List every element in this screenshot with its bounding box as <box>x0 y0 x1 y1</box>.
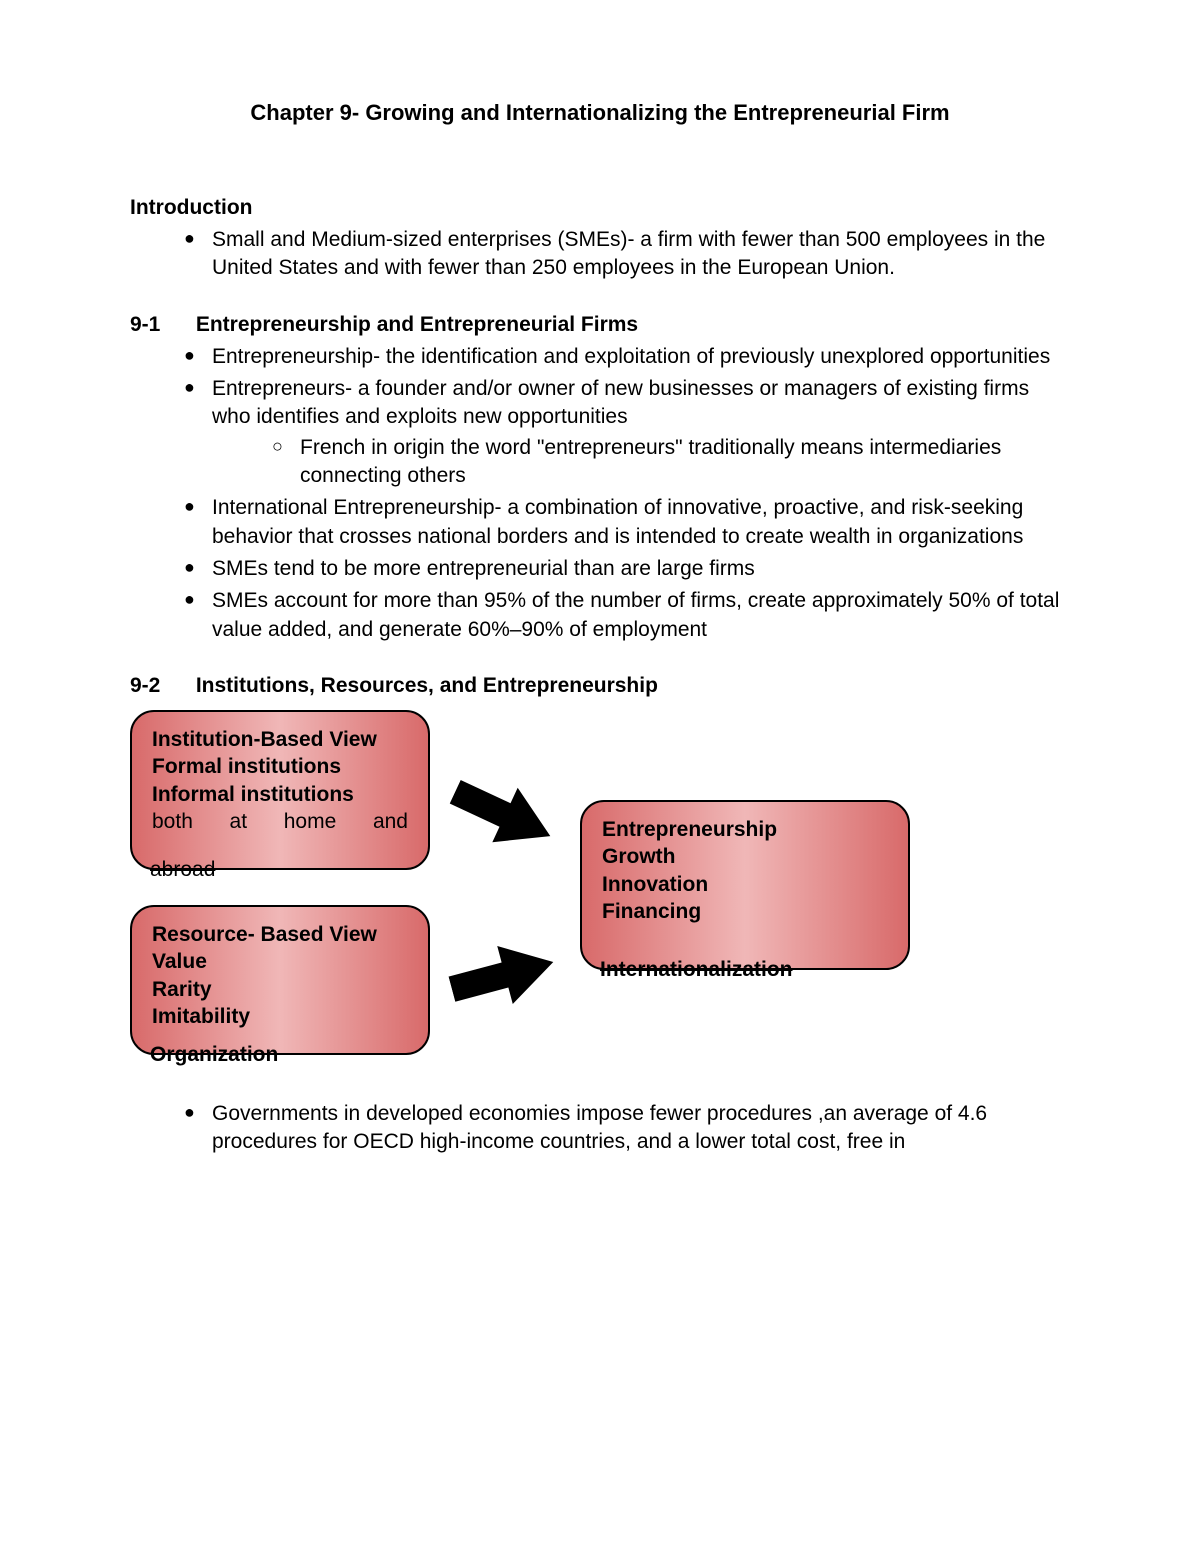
diagram-box-line: Resource- Based View <box>152 921 408 948</box>
intro-bullets: Small and Medium-sized enterprises (SMEs… <box>130 226 1070 283</box>
diagram-box-line: Informal institutions <box>152 781 408 808</box>
list-item: Entrepreneurs- a founder and/or owner of… <box>184 375 1070 490</box>
list-item: SMEs tend to be more entrepreneurial tha… <box>184 555 1070 583</box>
section-number: 9-1 <box>130 313 190 337</box>
section-title: Institutions, Resources, and Entrepreneu… <box>196 674 658 697</box>
section-heading-9-2: 9-2 Institutions, Resources, and Entrepr… <box>130 674 1070 698</box>
document-page: Chapter 9- Growing and Internationalizin… <box>0 0 1200 1553</box>
list-item: Governments in developed economies impos… <box>184 1100 1070 1157</box>
diagram-box-line: Institution-Based View <box>152 726 408 753</box>
diagram-box-line: Growth <box>602 843 888 870</box>
diagram-overflow-text: Internationalization <box>600 958 793 982</box>
sub-list-item: French in origin the word "entrepreneurs… <box>272 434 1070 491</box>
sec92-bullets: Governments in developed economies impos… <box>130 1100 1070 1157</box>
diagram-box-out: EntrepreneurshipGrowthInnovationFinancin… <box>580 800 910 970</box>
list-item: Small and Medium-sized enterprises (SMEs… <box>184 226 1070 283</box>
chapter-title: Chapter 9- Growing and Internationalizin… <box>130 100 1070 126</box>
list-item-text: Entrepreneurs- a founder and/or owner of… <box>212 377 1029 428</box>
diagram-box-line: Rarity <box>152 976 408 1003</box>
section-heading-intro: Introduction <box>130 196 1070 220</box>
diagram-overflow-text: Organization <box>150 1043 278 1067</box>
section-number: 9-2 <box>130 674 190 698</box>
concept-diagram: Institution-Based ViewFormal institution… <box>130 710 950 1080</box>
list-item: International Entrepreneurship- a combin… <box>184 494 1070 551</box>
diagram-box-line: Value <box>152 948 408 975</box>
list-item: SMEs account for more than 95% of the nu… <box>184 587 1070 644</box>
section-title: Entrepreneurship and Entrepreneurial Fir… <box>196 313 638 336</box>
diagram-box-line: Imitability <box>152 1003 408 1030</box>
diagram-arrow <box>440 760 569 870</box>
diagram-box-line: Formal institutions <box>152 753 408 780</box>
list-item: Entrepreneurship- the identification and… <box>184 343 1070 371</box>
diagram-box-line: Entrepreneurship <box>602 816 888 843</box>
diagram-box-res: Resource- Based ViewValueRarityImitabili… <box>130 905 430 1055</box>
diagram-box-line: Innovation <box>602 871 888 898</box>
diagram-box-inst: Institution-Based ViewFormal institution… <box>130 710 430 870</box>
sub-bullets: French in origin the word "entrepreneurs… <box>212 434 1070 491</box>
diagram-overflow-text: abroad <box>150 858 215 882</box>
sec91-bullets: Entrepreneurship- the identification and… <box>130 343 1070 644</box>
section-heading-9-1: 9-1 Entrepreneurship and Entrepreneurial… <box>130 313 1070 337</box>
diagram-arrow <box>443 927 567 1023</box>
diagram-box-line: both at home and <box>152 808 408 835</box>
diagram-box-line: Financing <box>602 898 888 925</box>
